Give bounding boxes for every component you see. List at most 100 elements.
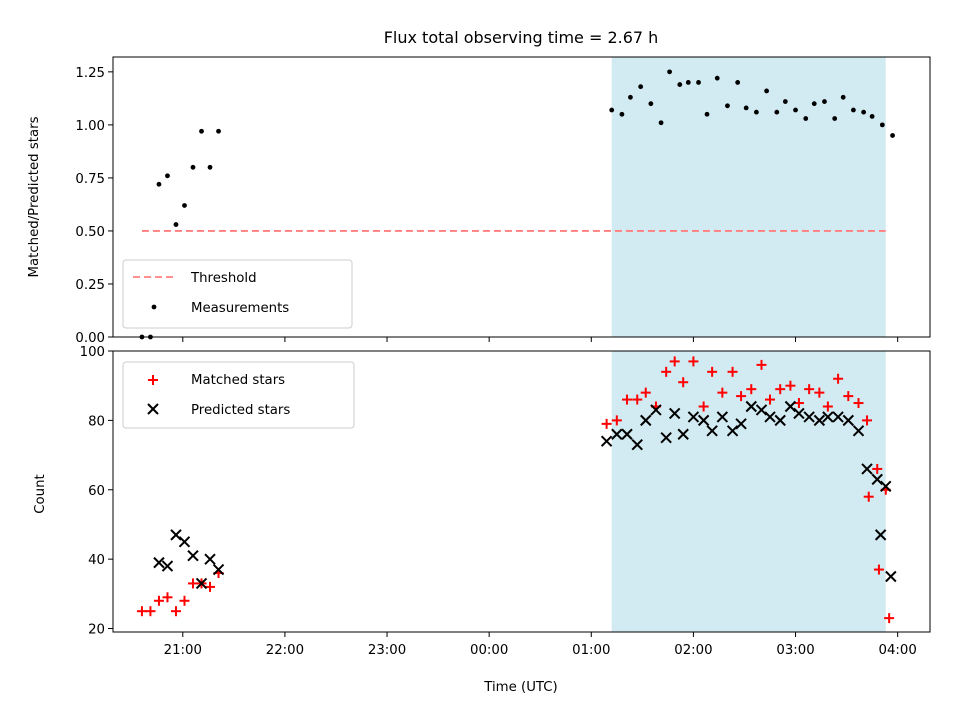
predicted-star-point (832, 411, 844, 423)
measurement-point (753, 109, 759, 115)
top-legend-box (122, 259, 353, 329)
measurement-point (156, 181, 162, 187)
measurement-point (216, 128, 221, 134)
y-tick-label: 0.50 (75, 225, 105, 240)
predicted-star-point (600, 435, 613, 447)
matched-star-point (179, 595, 190, 606)
bottom-y-ticks: 20 40 60 80 100 (80, 345, 113, 638)
measurement-point (869, 113, 875, 119)
predicted-star-point (745, 400, 757, 413)
legend-matched-swatch (148, 375, 158, 385)
predicted-star-point (677, 428, 689, 440)
measurement-point (677, 82, 683, 87)
top-axes-frame (112, 56, 931, 338)
x-tick-label: 21:00 (164, 643, 202, 658)
top-panel: 0.00 0.25 0.50 0.75 1.00 1.25 Flux total obse… (27, 28, 931, 346)
predicted-star-point (195, 577, 208, 590)
matched-star-point (884, 613, 895, 624)
top-shaded-span (611, 57, 886, 337)
measurement-point (735, 80, 741, 85)
predicted-star-point (170, 529, 182, 541)
y-tick-label: 0.75 (75, 172, 105, 187)
predicted-star-point (621, 428, 633, 440)
matched-star-point (873, 564, 884, 575)
predicted-star-point (880, 480, 892, 493)
matched-star-point (804, 384, 815, 395)
y-tick-label: 20 (88, 623, 105, 638)
matched-star-point (853, 398, 864, 409)
predicted-star-point (687, 411, 700, 423)
predicted-star-point (153, 556, 165, 569)
matched-star-point (872, 463, 883, 474)
measurement-point (667, 69, 672, 75)
predicted-star-point (885, 570, 897, 583)
measurement-point (638, 84, 644, 90)
predicted-star-point (793, 407, 805, 420)
measurement-point (743, 105, 749, 111)
measurement-point (648, 101, 654, 107)
legend-measurements-label: Measurements (191, 301, 289, 316)
matched-star-point (698, 401, 709, 412)
predicted-star-point (822, 411, 834, 423)
measurement-point (803, 116, 809, 121)
predicted-star-point (187, 549, 199, 562)
predicted-star-point (706, 425, 718, 437)
x-tick-label: 22:00 (266, 643, 304, 658)
matched-star-point (145, 606, 156, 617)
matched-star-point (727, 366, 738, 377)
predicted-star-point (842, 414, 855, 427)
measurement-point (685, 80, 691, 85)
predicted-star-point (726, 425, 739, 437)
matched-star-point (756, 359, 767, 370)
legend-predicted-swatch (147, 403, 159, 415)
predicted-star-point (178, 536, 191, 548)
y-tick-label: 40 (88, 553, 105, 568)
predicted-star-point (204, 553, 216, 565)
predicted-star-point (861, 463, 873, 475)
matched-star-point (833, 373, 844, 384)
matched-star-point (785, 380, 796, 391)
matched-star-point (775, 384, 786, 395)
matched-star-point (170, 606, 181, 617)
predicted-star-point (874, 529, 887, 541)
predicted-star-point (161, 560, 174, 572)
measurement-point (811, 101, 817, 107)
measurement-point (609, 107, 615, 113)
matched-star-point (765, 394, 776, 405)
measurement-point (704, 111, 710, 117)
matched-star-point (622, 394, 633, 405)
predicted-star-point (852, 425, 865, 437)
count-points (136, 356, 897, 624)
matched-star-point (678, 377, 689, 388)
y-tick-label: 1.00 (75, 119, 105, 134)
y-tick-label: 100 (80, 345, 105, 360)
predicted-star-point (668, 407, 681, 420)
legend-predicted-label: Predicted stars (191, 403, 290, 418)
measurement-points (139, 69, 895, 340)
matched-star-point (611, 415, 622, 426)
x-tick-label: 00:00 (470, 643, 508, 658)
measurement-point (782, 99, 788, 104)
y-tick-label: 0.25 (75, 278, 105, 293)
measurement-point (725, 103, 730, 109)
measurement-point (774, 109, 780, 115)
legend-threshold-label: Threshold (190, 271, 257, 286)
predicted-star-point (784, 400, 797, 413)
top-y-axis-label: Matched/Predicted stars (27, 116, 42, 277)
matched-star-point (843, 391, 854, 402)
bottom-shaded-span (611, 351, 886, 632)
y-tick-label: 80 (88, 414, 105, 429)
measurement-point (182, 203, 187, 208)
x-tick-label: 02:00 (674, 643, 712, 658)
matched-star-point (736, 391, 747, 402)
measurement-point (628, 94, 633, 100)
measurement-point (764, 88, 769, 94)
measurement-point (890, 133, 895, 138)
legend-measurements-swatch (151, 304, 157, 310)
y-tick-label: 0.00 (75, 331, 105, 346)
matched-star-point (746, 384, 757, 395)
chart-title: Flux total observing time = 2.67 h (384, 28, 659, 47)
measurement-point (619, 111, 625, 117)
legend-matched-label: Matched stars (191, 373, 285, 388)
